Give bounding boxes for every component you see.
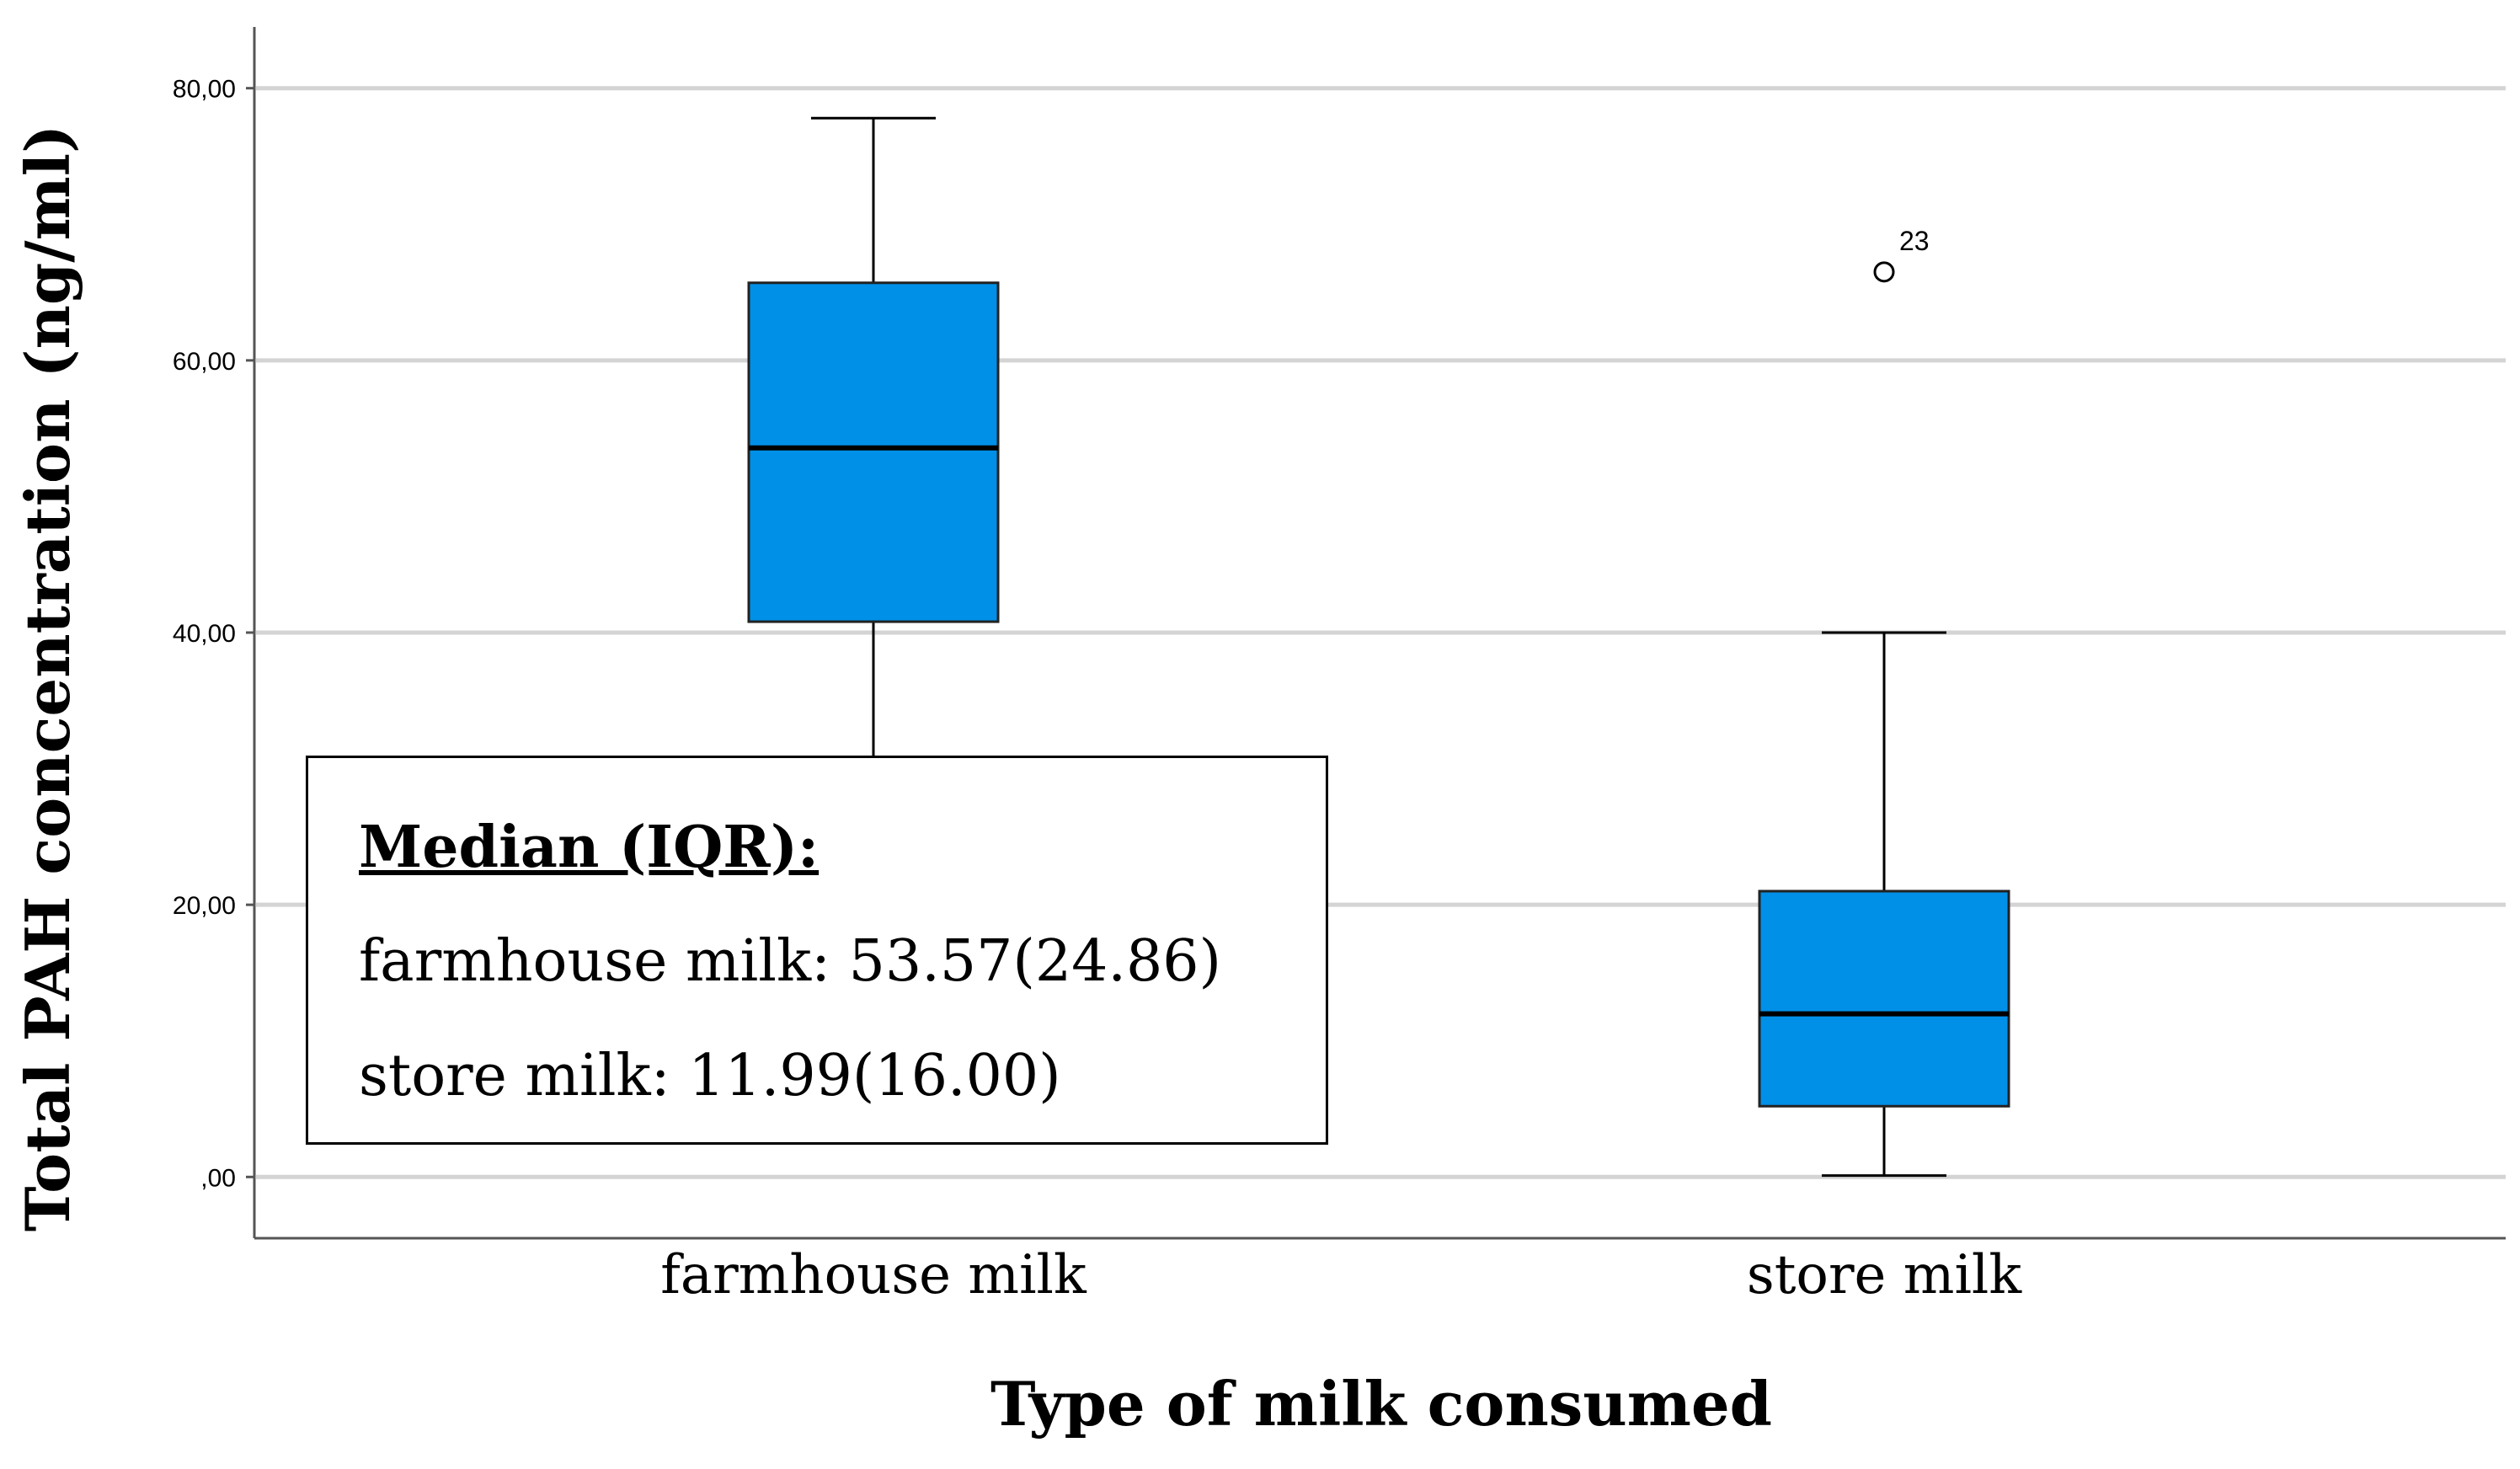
y-axis-title: Total PAH concentration (ng/ml) <box>12 125 83 1231</box>
x-axis-title: Type of milk consumed <box>990 1368 1772 1440</box>
farmhouse-milk-box <box>747 281 1000 623</box>
category-labels: farmhouse milk store milk <box>660 1244 2022 1306</box>
y-tick-labels: ,00 20,00 40,00 60,00 80,00 <box>173 76 254 1192</box>
y-tick-label-4: 80,00 <box>173 76 236 104</box>
y-tick-label-2: 40,00 <box>173 620 236 648</box>
y-tick-label-3: 60,00 <box>173 348 236 376</box>
annotation-heading: Median (IQR): <box>359 814 820 881</box>
boxes: 23 <box>747 116 2010 1178</box>
y-tick-label-0: ,00 <box>200 1164 236 1192</box>
median-iqr-annotation: Median (IQR): farmhouse milk: 53.57(24.8… <box>306 756 1328 1145</box>
x-category-label-1: store milk <box>1747 1244 2023 1306</box>
store-milk-box <box>1758 889 2010 1108</box>
x-category-label-0: farmhouse milk <box>660 1244 1087 1306</box>
annotation-line-farmhouse: farmhouse milk: 53.57(24.86) <box>359 928 1222 995</box>
store-milk-outlier-label-0: 23 <box>1899 226 1930 256</box>
annotation-line-store: store milk: 11.99(16.00) <box>359 1043 1061 1109</box>
store-milk-outlier-0 <box>1873 261 1895 283</box>
y-tick-label-1: 20,00 <box>173 892 236 920</box>
